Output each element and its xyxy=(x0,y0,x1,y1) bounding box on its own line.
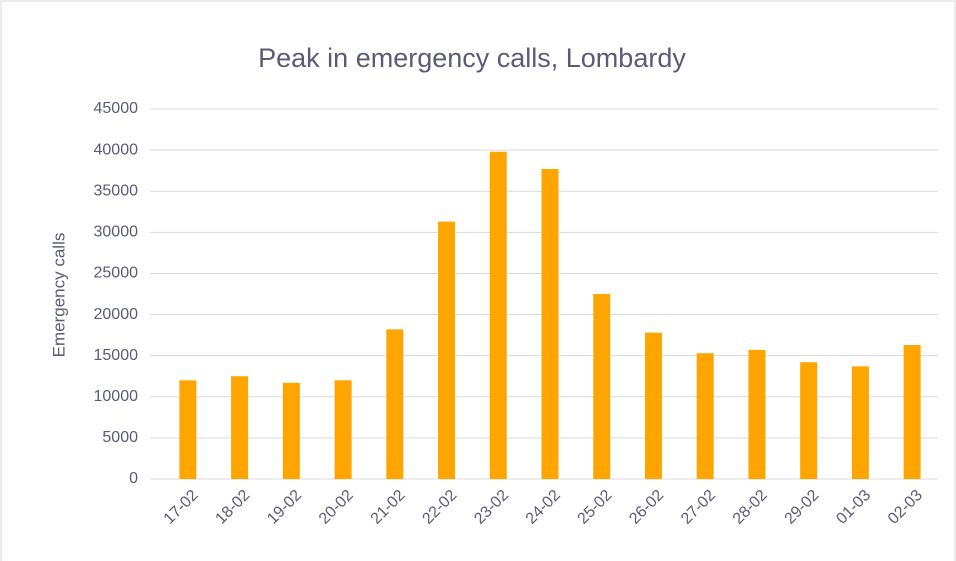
bar xyxy=(541,169,559,479)
bar xyxy=(748,349,766,479)
y-tick-label: 35000 xyxy=(94,182,139,199)
bar xyxy=(334,380,352,479)
chart-title: Peak in emergency calls, Lombardy xyxy=(258,43,686,73)
bar xyxy=(644,332,662,479)
y-tick-label: 20000 xyxy=(94,306,139,323)
y-tick-label: 45000 xyxy=(94,100,139,117)
y-tick-label: 0 xyxy=(129,470,138,487)
y-tick-label: 5000 xyxy=(102,429,138,446)
bar xyxy=(179,380,197,479)
bar xyxy=(800,362,818,479)
y-axis-label: Emergency calls xyxy=(49,233,68,358)
y-tick-label: 40000 xyxy=(94,141,139,158)
bar xyxy=(489,151,507,479)
bar xyxy=(386,329,404,479)
y-tick-label: 10000 xyxy=(94,388,139,405)
bar xyxy=(282,382,300,479)
bar xyxy=(438,221,456,479)
y-tick-label: 30000 xyxy=(94,224,139,241)
y-tick-label: 15000 xyxy=(94,347,139,364)
bar xyxy=(231,376,249,479)
bar xyxy=(851,366,869,479)
bar xyxy=(903,344,921,479)
bar xyxy=(593,294,611,479)
bar xyxy=(696,353,714,479)
y-tick-label: 25000 xyxy=(94,265,139,282)
